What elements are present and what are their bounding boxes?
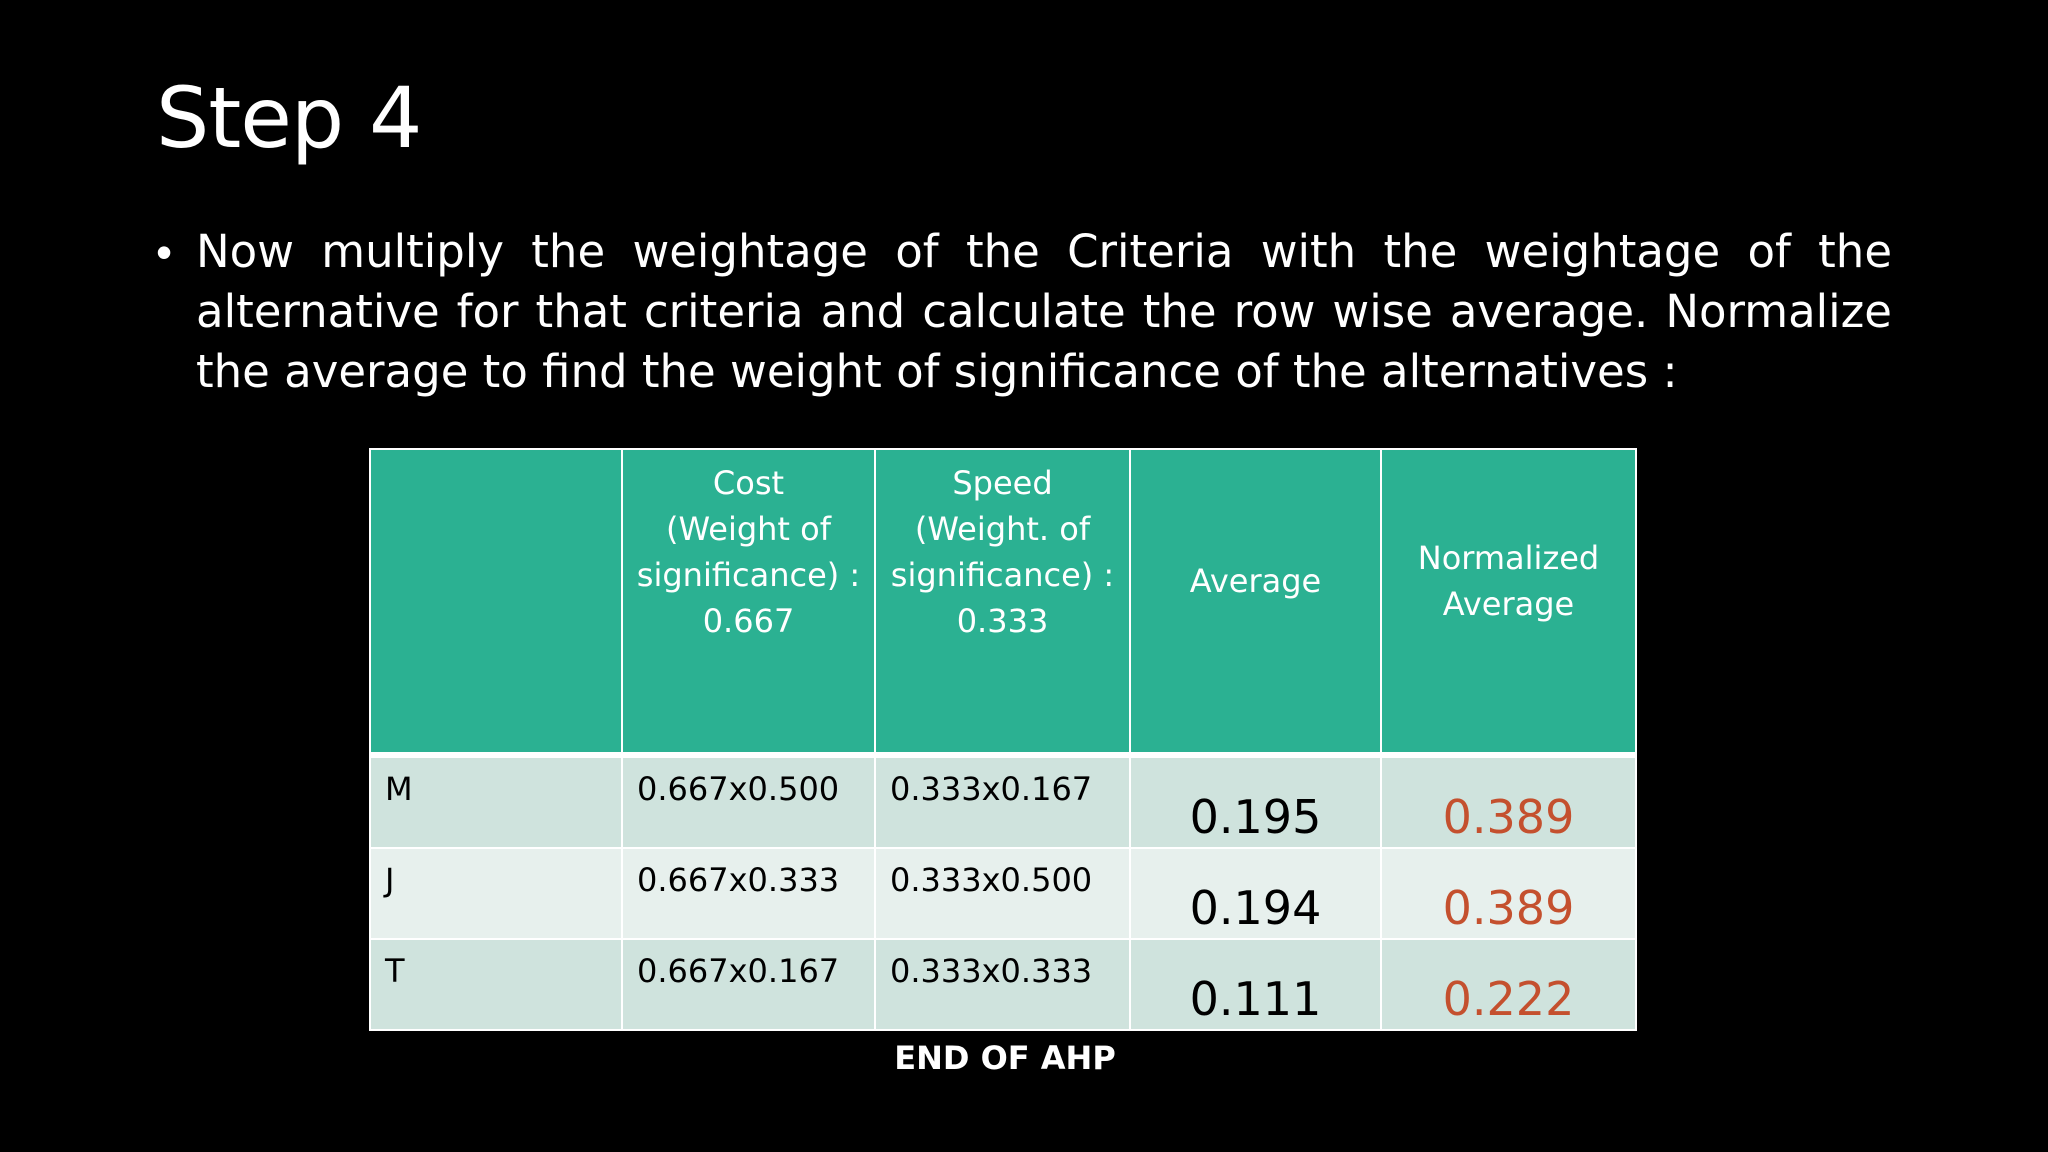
header-average: Average (1129, 448, 1382, 756)
table-row: J 0.667x0.333 0.333x0.500 0.194 0.389 (369, 847, 1637, 940)
footer-text: END OF AHP (894, 1039, 1116, 1077)
normalized-cell: 0.222 (1380, 938, 1637, 1031)
header-line: 0.667 (702, 602, 795, 640)
header-normalized-average: Normalized Average (1380, 448, 1637, 756)
header-line: Average (1442, 585, 1575, 623)
row-label: M (369, 754, 623, 849)
bullet-text: Now multiply the weightage of the Criter… (196, 225, 1892, 398)
row-label: J (369, 847, 623, 940)
bullet-point: • Now multiply the weightage of the Crit… (156, 222, 1892, 402)
normalized-cell: 0.389 (1380, 847, 1637, 940)
header-line: (Weight of (666, 510, 831, 548)
average-cell: 0.195 (1129, 754, 1382, 849)
slide-title: Step 4 (156, 69, 422, 167)
header-line: 0.333 (956, 602, 1049, 640)
header-line: Speed (952, 464, 1053, 502)
bullet-dot-icon: • (156, 226, 173, 278)
table-row: M 0.667x0.500 0.333x0.167 0.195 0.389 (369, 754, 1637, 849)
table-row: T 0.667x0.167 0.333x0.333 0.111 0.222 (369, 938, 1637, 1031)
header-line: (Weight. of (914, 510, 1091, 548)
speed-cell: 0.333x0.333 (874, 938, 1131, 1031)
header-cost: Cost (Weight of significance) : 0.667 (621, 448, 876, 756)
cost-cell: 0.667x0.333 (621, 847, 876, 940)
table-header-row: Cost (Weight of significance) : 0.667 Sp… (369, 448, 1637, 756)
ahp-table: Cost (Weight of significance) : 0.667 Sp… (369, 448, 1637, 1031)
header-line: Cost (712, 464, 785, 502)
cost-cell: 0.667x0.500 (621, 754, 876, 849)
speed-cell: 0.333x0.167 (874, 754, 1131, 849)
header-line: significance) : (636, 556, 861, 594)
header-empty-cell (369, 448, 623, 756)
header-line: Normalized (1417, 539, 1600, 577)
cost-cell: 0.667x0.167 (621, 938, 876, 1031)
normalized-cell: 0.389 (1380, 754, 1637, 849)
header-line: significance) : (890, 556, 1115, 594)
average-cell: 0.194 (1129, 847, 1382, 940)
speed-cell: 0.333x0.500 (874, 847, 1131, 940)
header-speed: Speed (Weight. of significance) : 0.333 (874, 448, 1131, 756)
average-cell: 0.111 (1129, 938, 1382, 1031)
header-line: Average (1189, 562, 1322, 600)
row-label: T (369, 938, 623, 1031)
